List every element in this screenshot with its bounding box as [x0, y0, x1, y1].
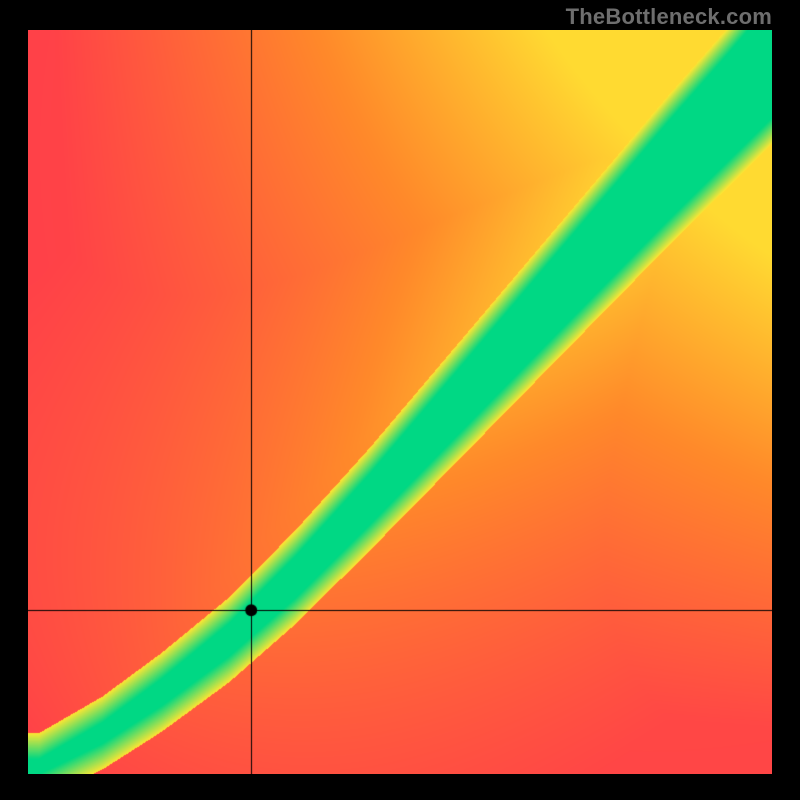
- heatmap-canvas: [28, 30, 772, 774]
- chart-container: TheBottleneck.com: [0, 0, 800, 800]
- plot-area: [28, 30, 772, 774]
- watermark-text: TheBottleneck.com: [566, 4, 772, 30]
